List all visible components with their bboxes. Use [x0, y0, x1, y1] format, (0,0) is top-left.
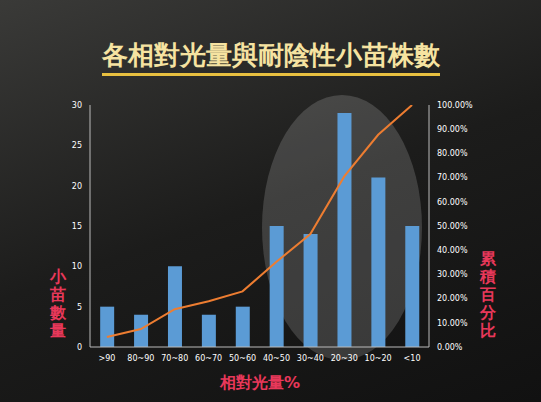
svg-text:0: 0 [77, 343, 82, 352]
svg-text:0.00%: 0.00% [437, 343, 463, 352]
svg-text:70.00%: 70.00% [437, 173, 468, 182]
svg-text:40.00%: 40.00% [437, 246, 468, 255]
svg-text:25: 25 [72, 141, 82, 150]
svg-text:10.00%: 10.00% [437, 319, 468, 328]
svg-text:10: 10 [72, 262, 82, 271]
svg-text:20.00%: 20.00% [437, 294, 468, 303]
svg-text:70~80: 70~80 [161, 354, 188, 363]
svg-text:30.00%: 30.00% [437, 270, 468, 279]
svg-text:>90: >90 [99, 354, 116, 363]
html-text:相對光量%: 相對光量% [220, 373, 300, 392]
svg-text:50~60: 50~60 [229, 354, 256, 363]
svg-text:60~70: 60~70 [195, 354, 222, 363]
svg-text:50.00%: 50.00% [437, 222, 468, 231]
svg-text:90.00%: 90.00% [437, 125, 468, 134]
svg-text:<10: <10 [404, 354, 421, 363]
svg-text:10~20: 10~20 [365, 354, 392, 363]
svg-text:20: 20 [72, 182, 82, 191]
svg-text:30: 30 [72, 101, 82, 110]
svg-text:60.00%: 60.00% [437, 198, 468, 207]
svg-text:100.00%: 100.00% [437, 101, 473, 110]
svg-text:20~30: 20~30 [331, 354, 358, 363]
svg-text:40~50: 40~50 [263, 354, 290, 363]
svg-text:15: 15 [72, 222, 82, 231]
html-text:各相對光量與耐陰性小苗株數: 各相對光量與耐陰性小苗株數 [101, 40, 440, 70]
svg-text:5: 5 [77, 303, 82, 312]
html-text:小苗數量: 小苗數量 [50, 267, 66, 340]
svg-text:30~40: 30~40 [297, 354, 324, 363]
svg-text:80.00%: 80.00% [437, 149, 468, 158]
svg-text:80~90: 80~90 [127, 354, 154, 363]
html-text:累積百分比: 累積百分比 [480, 249, 496, 340]
